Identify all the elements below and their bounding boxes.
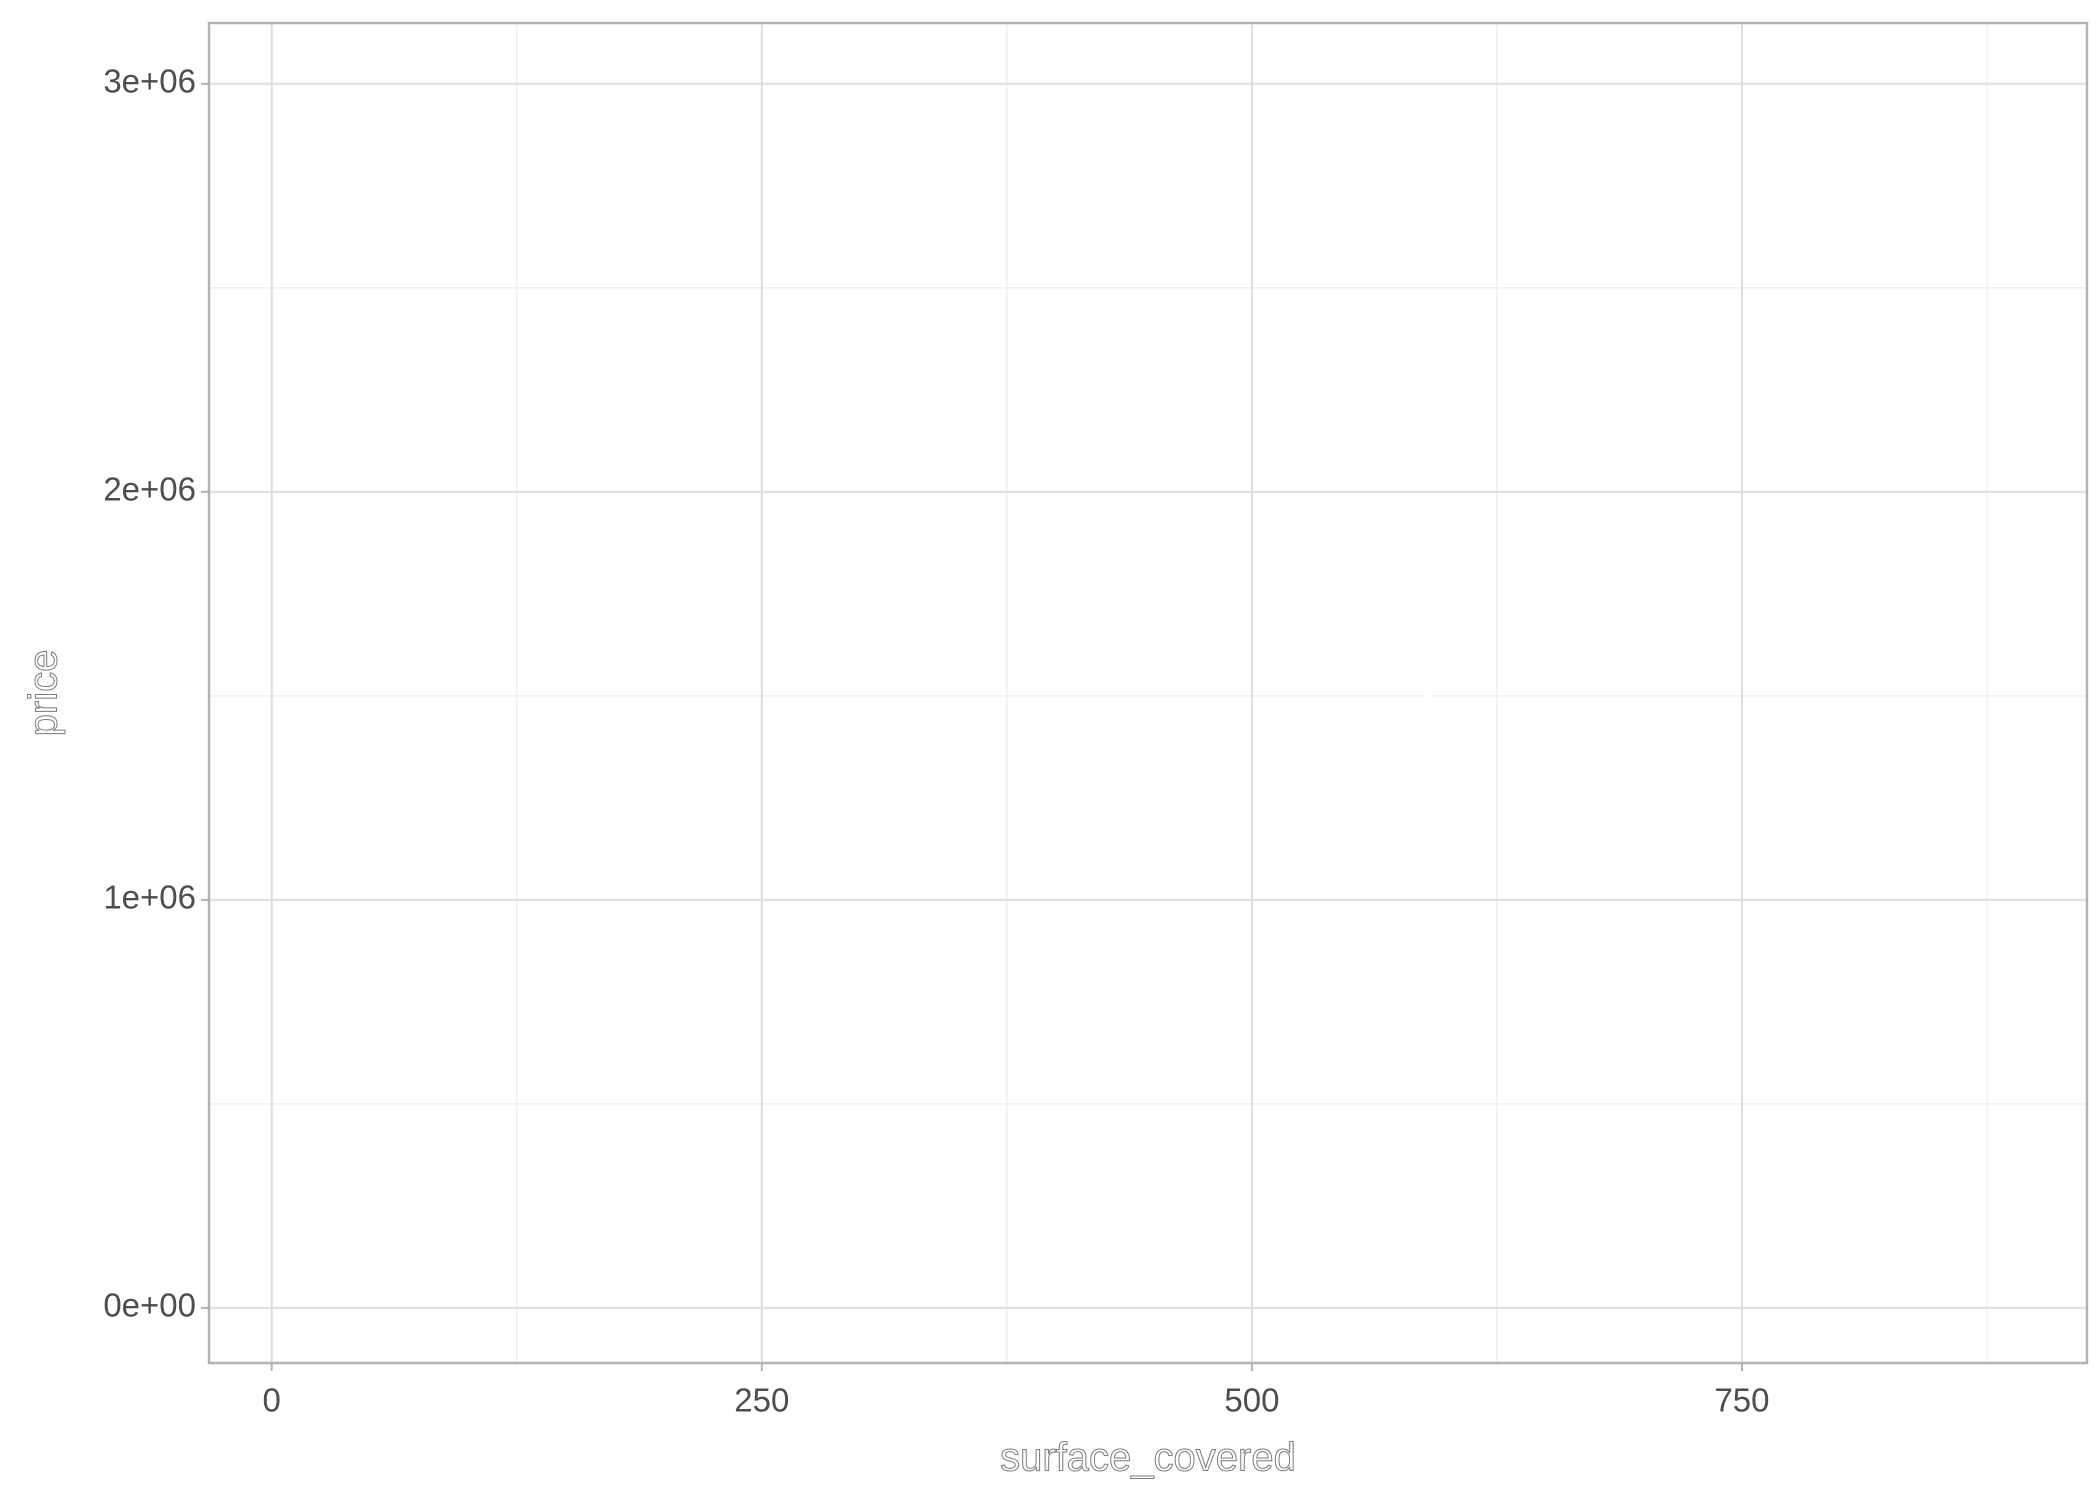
x-tick-label: 500 <box>1224 1382 1279 1419</box>
point <box>385 1291 394 1300</box>
y-tick-label: 3e+06 <box>103 63 196 100</box>
y-axis-title: price <box>22 650 66 737</box>
x-tick-label: 250 <box>734 1382 789 1419</box>
y-tick-label: 0e+00 <box>103 1287 196 1324</box>
x-axis-title: surface_covered <box>1000 1436 1296 1480</box>
point <box>346 1295 355 1304</box>
x-tick-label: 0 <box>263 1382 281 1419</box>
point <box>1422 691 1431 700</box>
x-tick-label: 750 <box>1714 1382 1769 1419</box>
panel-border <box>207 21 2089 1365</box>
point <box>424 1287 433 1296</box>
y-tick-label: 1e+06 <box>103 879 196 916</box>
y-tick-label: 2e+06 <box>103 471 196 508</box>
